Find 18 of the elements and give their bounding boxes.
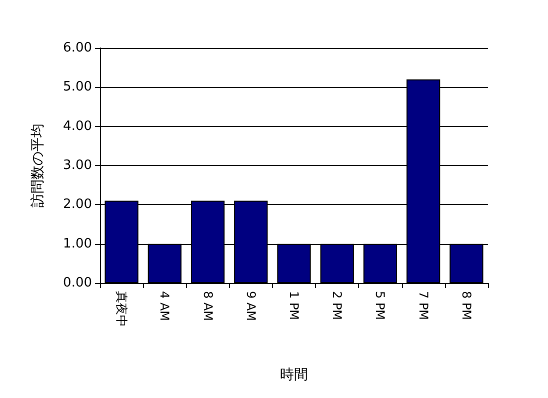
x-tick-label: 4 AM <box>158 291 172 322</box>
y-tick-label: 0.00 <box>63 276 92 290</box>
y-tick-label: 6.00 <box>63 40 92 56</box>
x-tick-label: 8 PM <box>459 291 474 320</box>
y-tick-label: 4.00 <box>63 118 92 134</box>
y-tick-label: 1.00 <box>63 236 92 252</box>
x-tick-label: 1 PM <box>287 291 301 320</box>
x-tick-label: 8 AM <box>200 291 215 322</box>
x-tick-label: 7 PM <box>416 291 430 320</box>
x-axis-title: 時間 <box>280 367 308 383</box>
y-tick-label: 3.00 <box>63 158 92 173</box>
y-tick-label: 2.00 <box>63 197 92 212</box>
y-tick-label: 5.00 <box>63 80 92 95</box>
x-tick-label: 2 PM <box>330 291 344 320</box>
y-axis-title: 訪問数の平均 <box>30 124 46 208</box>
x-tick-label: 真夜中 <box>114 291 129 327</box>
x-tick-label: 5 PM <box>373 291 388 320</box>
x-tick-label: 9 AM <box>244 291 258 322</box>
